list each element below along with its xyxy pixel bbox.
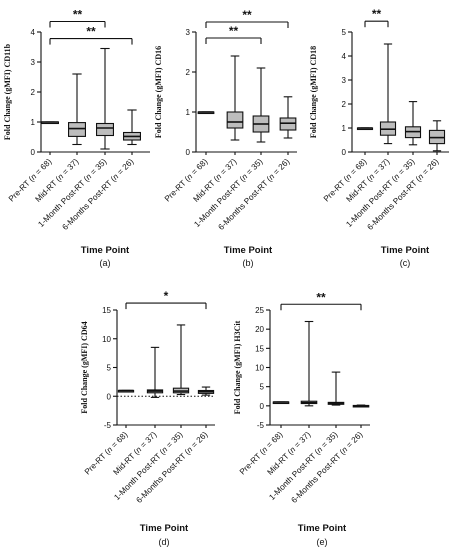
category-label: Mid-RT (n = 37) bbox=[345, 157, 392, 204]
y-tick-label: 4 bbox=[342, 52, 347, 61]
significance-marker: ** bbox=[73, 8, 83, 22]
y-axis-title: Fold Change (gMFI) CD64 bbox=[80, 321, 89, 413]
y-tick-label: 20 bbox=[255, 325, 264, 334]
y-tick-label: 0 bbox=[260, 402, 265, 411]
y-tick-label: 3 bbox=[31, 58, 36, 67]
significance-marker: * bbox=[164, 289, 169, 303]
y-tick-label: 2 bbox=[342, 100, 347, 109]
y-tick-label: 1 bbox=[342, 124, 347, 133]
box-2 bbox=[226, 111, 244, 129]
x-axis-title: Time Point bbox=[81, 245, 130, 256]
y-tick-label: 0 bbox=[31, 148, 36, 157]
y-tick-label: 2 bbox=[31, 88, 36, 97]
box-2 bbox=[68, 122, 86, 137]
y-tick-label: 0 bbox=[186, 148, 191, 157]
y-tick-label: 3 bbox=[186, 28, 191, 37]
box-4 bbox=[279, 117, 297, 131]
y-tick-label: 0 bbox=[342, 148, 347, 157]
x-axis-title: Time Point bbox=[381, 245, 430, 256]
y-tick-label: 10 bbox=[255, 364, 264, 373]
significance-marker: ** bbox=[86, 25, 96, 39]
panel-label: (d) bbox=[159, 537, 170, 547]
x-axis-title: Time Point bbox=[224, 245, 273, 256]
x-axis-title: Time Point bbox=[140, 523, 189, 534]
y-tick-label: 2 bbox=[186, 68, 191, 77]
panel-label: (e) bbox=[317, 537, 328, 547]
y-tick-label: 25 bbox=[255, 306, 264, 315]
y-tick-label: 10 bbox=[102, 335, 111, 344]
y-tick-label: 5 bbox=[342, 28, 347, 37]
y-tick-label: 1 bbox=[186, 108, 191, 117]
significance-marker: ** bbox=[229, 24, 239, 38]
y-tick-label: 15 bbox=[102, 306, 111, 315]
significance-marker: ** bbox=[372, 7, 382, 21]
y-tick-label: -5 bbox=[257, 421, 265, 430]
y-tick-label: 0 bbox=[107, 392, 112, 401]
y-tick-label: 1 bbox=[31, 118, 36, 127]
y-axis-title: Fold Change (gMFI) CD18 bbox=[309, 46, 318, 138]
y-tick-label: 3 bbox=[342, 76, 347, 85]
significance-marker: ** bbox=[316, 290, 326, 304]
y-tick-label: 5 bbox=[107, 364, 112, 373]
y-tick-label: 5 bbox=[260, 383, 265, 392]
panel-label: (b) bbox=[243, 258, 254, 268]
significance-marker: ** bbox=[242, 8, 252, 22]
y-tick-label: -5 bbox=[104, 421, 112, 430]
y-tick-label: 4 bbox=[31, 28, 36, 37]
box-3 bbox=[96, 122, 114, 137]
x-axis-title: Time Point bbox=[298, 523, 347, 534]
y-axis-title: Fold Change (gMFI) CD16 bbox=[154, 46, 163, 138]
panel-label: (a) bbox=[100, 258, 111, 268]
y-axis-title: Fold Change (gMFI) H3Cit bbox=[233, 320, 242, 414]
panel-label: (c) bbox=[400, 258, 411, 268]
y-axis-title: Fold Change (gMFI) CD11b bbox=[3, 43, 12, 140]
y-tick-label: 15 bbox=[255, 344, 264, 353]
